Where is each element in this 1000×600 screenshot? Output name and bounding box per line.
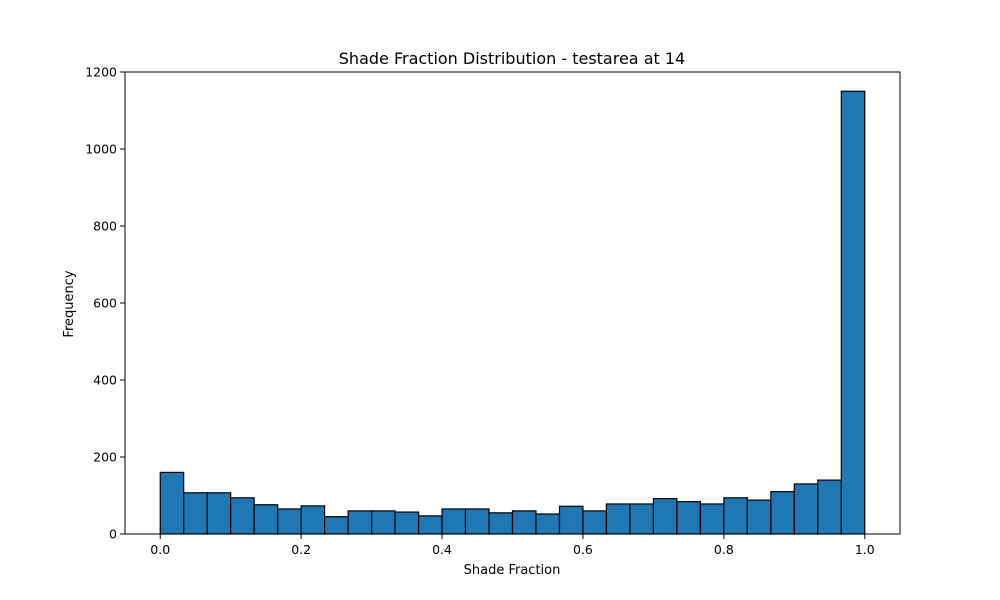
histogram-bar-1	[159, 471, 185, 535]
y-tick-label-3: 600	[93, 296, 117, 311]
x-axis-label: Shade Fraction	[464, 563, 561, 578]
histogram-bar-15	[488, 512, 514, 535]
histogram-bar-17	[535, 513, 561, 535]
y-tick-label-5: 1000	[85, 142, 117, 157]
histogram-bar-26	[746, 499, 772, 535]
histogram-bar-19	[582, 510, 608, 535]
histogram-bar-7	[300, 505, 326, 535]
histogram-bar-11	[394, 511, 420, 535]
histogram-bar-5	[253, 504, 279, 535]
y-tick-label-0: 0	[109, 527, 117, 542]
y-axis: 0 200 400 600 800 1000 1200	[85, 65, 125, 542]
x-tick-label-3: 0.6	[573, 542, 593, 557]
histogram-bar-21	[629, 503, 655, 535]
histogram-bar-4	[230, 497, 255, 535]
histogram-bar-6	[277, 508, 302, 535]
x-tick-label-2: 0.4	[432, 542, 452, 557]
histogram-bar-30	[840, 90, 866, 535]
chart-title: Shade Fraction Distribution - testarea a…	[339, 49, 685, 68]
y-tick-label-1: 200	[93, 450, 117, 465]
plot-frame	[124, 71, 901, 535]
histogram-bar-28	[793, 483, 819, 535]
x-tick-label-1: 0.2	[291, 542, 311, 557]
histogram-bar-14	[464, 508, 490, 535]
histogram-bar-8	[323, 516, 349, 535]
histogram-bar-18	[558, 505, 584, 535]
y-tick-label-2: 400	[93, 373, 117, 388]
histogram-bar-20	[605, 503, 631, 535]
y-axis-label: Frequency	[62, 270, 77, 337]
y-tick-label-6: 1200	[85, 65, 117, 80]
histogram-bar-9	[347, 510, 373, 535]
histogram-bar-3	[206, 492, 232, 535]
histogram-bar-12	[417, 515, 443, 535]
histogram-bar-24	[699, 503, 725, 535]
histogram-bar-2	[183, 492, 208, 535]
histogram-bar-29	[817, 479, 842, 535]
histogram-bar-25	[723, 497, 748, 535]
histogram-bar-22	[652, 497, 678, 535]
bars-group	[159, 90, 866, 535]
histogram-bar-10	[370, 510, 396, 535]
histogram-bar-23	[676, 501, 702, 535]
histogram-bar-27	[770, 491, 795, 535]
y-tick-label-4: 800	[93, 219, 117, 234]
x-axis: 0.0 0.2 0.4 0.6 0.8 1.0	[150, 534, 875, 557]
x-tick-label-4: 0.8	[714, 542, 734, 557]
histogram-bar-16	[511, 510, 537, 535]
x-tick-label-0: 0.0	[150, 542, 170, 557]
histogram-bar-13	[441, 508, 467, 535]
x-tick-label-5: 1.0	[855, 542, 875, 557]
